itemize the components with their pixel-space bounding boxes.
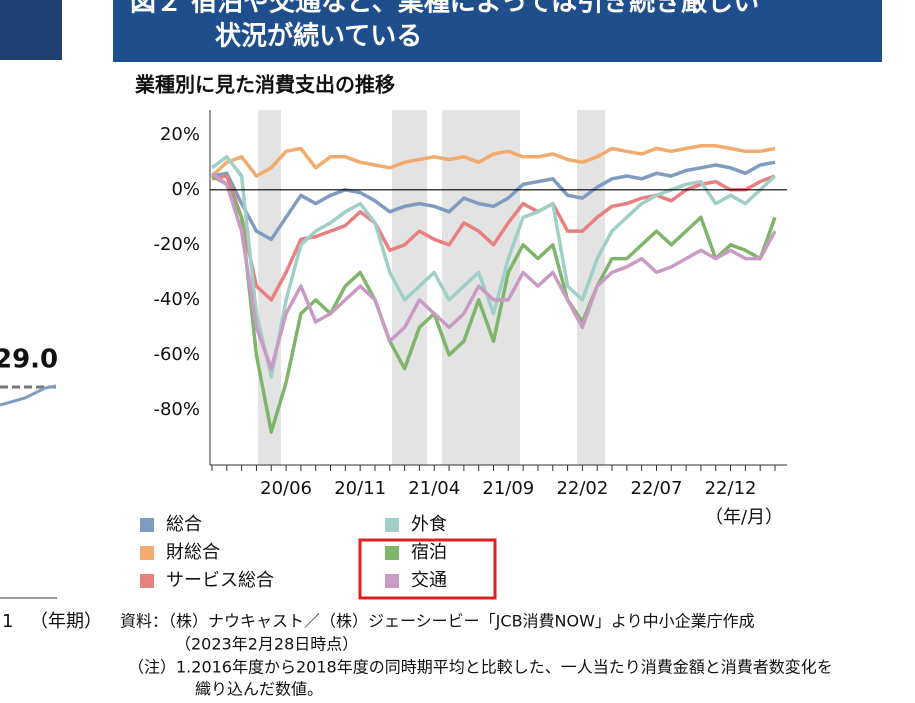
- x-tick-label: 20/06: [260, 478, 312, 499]
- series-line: [211, 160, 776, 242]
- y-tick-label: -40%: [153, 289, 200, 310]
- shaded-periods: [258, 110, 605, 465]
- note: 資料：（株）ナウキャスト／（株）ジェーシービー「JCB消費NOW」より中小企業庁…: [120, 612, 755, 631]
- legend-label: 交通: [411, 570, 447, 591]
- legend-swatch: [140, 518, 154, 532]
- x-tick-label: 22/02: [556, 478, 608, 499]
- plot: [210, 144, 777, 434]
- header-title: 図２ 宿泊や交通など、業種によっては引き続き厳しい: [130, 0, 759, 18]
- series-line: [210, 155, 777, 379]
- chart-title: 業種別に見た消費支出の推移: [135, 73, 395, 97]
- x-tick-label: 1: [2, 611, 13, 632]
- legend-label: 財総合: [166, 542, 220, 563]
- x-tick-label: 21/09: [482, 478, 534, 499]
- x-tick-label: 22/12: [705, 478, 757, 499]
- legend-swatch: [140, 546, 154, 560]
- shaded-period: [258, 110, 281, 465]
- series-line: [211, 174, 777, 434]
- note: （注）1.2016年度から2018年度の同時期平均と比較した、一人当たり消費金額…: [128, 658, 833, 677]
- legend-swatch: [385, 574, 399, 588]
- series-line: [210, 144, 776, 178]
- legend-label: 総合: [166, 514, 202, 535]
- legend-label: 宿泊: [411, 542, 447, 563]
- x-unit: （年期）: [30, 611, 102, 632]
- legend-swatch: [140, 574, 154, 588]
- y-tick-label: -20%: [153, 234, 200, 255]
- x-tick-label: 20/11: [334, 478, 386, 499]
- series-line: [210, 171, 777, 371]
- legend-swatch: [385, 546, 399, 560]
- x-tick-label: 22/07: [631, 478, 683, 499]
- value-label: 29.0: [0, 345, 58, 375]
- y-tick-label: 0%: [171, 179, 200, 200]
- y-tick-label: -80%: [153, 399, 200, 420]
- y-tick-label: 20%: [160, 124, 200, 145]
- header-title: 状況が続いている: [215, 21, 422, 52]
- x-tick-label: 21/04: [408, 478, 460, 499]
- highlight-box: [358, 538, 497, 600]
- y-tick-label: -60%: [153, 344, 200, 365]
- x-unit: （年/月）: [705, 507, 783, 528]
- fragment-line: [0, 384, 57, 407]
- note: （2023年2月28日時点）: [175, 635, 358, 654]
- left-banner: [0, 0, 62, 60]
- shaded-period: [577, 110, 605, 465]
- header-banner: [113, 0, 882, 62]
- legend-label: 外食: [411, 514, 447, 535]
- note: 織り込んだ数値。: [195, 680, 323, 699]
- legend-swatch: [385, 518, 399, 532]
- legend-label: サービス総合: [166, 570, 274, 591]
